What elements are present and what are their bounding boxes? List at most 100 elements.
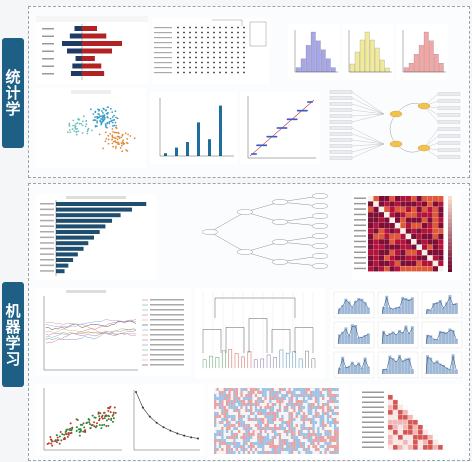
histogram-bar — [344, 298, 348, 314]
heatmap-cell — [257, 442, 260, 445]
histogram-bar — [438, 330, 442, 344]
dot-marker — [225, 46, 227, 49]
heatmap-cell — [233, 442, 236, 445]
histogram-bar — [357, 298, 361, 314]
heatmap-cell — [278, 421, 282, 424]
histogram-bar — [442, 331, 445, 344]
heatmap-cell — [230, 400, 234, 403]
heatmap-cell — [214, 406, 217, 409]
histogram-bar — [338, 308, 341, 314]
heatmap-cell — [411, 233, 417, 239]
heatmap-cell — [314, 403, 318, 406]
row-label — [42, 35, 54, 37]
tree-node — [311, 193, 329, 199]
heatmap-cell — [228, 403, 231, 406]
bracket-line — [212, 19, 243, 26]
heatmap-cell — [314, 427, 318, 430]
heatmap-cell — [271, 424, 274, 427]
heatmap-cell — [400, 239, 406, 245]
heatmap-cell — [405, 196, 411, 202]
diverging-bar-chart — [36, 16, 148, 84]
scatter-point — [122, 139, 125, 142]
heatmap-cell — [242, 394, 246, 397]
heatmap-cell — [411, 260, 417, 266]
heatmap-cell — [312, 415, 315, 418]
heatmap-cell — [405, 217, 411, 223]
edge — [351, 113, 385, 117]
scatter-point — [94, 119, 97, 122]
histogram-bar — [423, 31, 429, 73]
heatmap-cell — [262, 400, 265, 403]
heatmap-cell — [264, 439, 267, 442]
heatmap-cell — [324, 394, 327, 397]
heatmap-cell — [266, 433, 270, 436]
heatmap-cell — [324, 388, 327, 391]
heatmap-cell — [300, 448, 303, 451]
heatmap-cell — [293, 409, 296, 412]
heatmap-cell — [214, 421, 217, 424]
heatmap-cell — [293, 436, 296, 439]
heatmap-cell — [221, 430, 224, 433]
heatmap-cell — [221, 418, 224, 421]
scatter-point — [121, 134, 124, 137]
heatmap-cell — [245, 406, 248, 409]
heatmap-cell — [252, 409, 255, 412]
heatmap-cell — [218, 421, 222, 424]
node-label — [437, 120, 461, 124]
dot-marker — [195, 41, 197, 44]
heatmap-cell — [432, 255, 438, 261]
heatmap-cell — [242, 433, 246, 436]
heatmap-cell — [223, 430, 226, 433]
heatmap-cell — [326, 439, 330, 442]
heatmap-cell — [329, 421, 332, 424]
heatmap-cell — [336, 400, 339, 403]
histogram-bar — [366, 307, 370, 314]
heatmap-cell — [259, 412, 262, 415]
heatmap-cell — [422, 250, 428, 256]
heatmap-cell — [281, 448, 284, 451]
qq-point — [306, 109, 308, 112]
heatmap-cell — [266, 418, 270, 421]
heatmap-cell — [298, 433, 301, 436]
heatmap-cell — [276, 400, 279, 403]
heatmap-cell — [266, 388, 270, 391]
tree-edge — [209, 211, 246, 233]
heatmap-cell — [262, 445, 265, 448]
scatter-point — [105, 137, 108, 140]
heatmap-cell — [305, 451, 308, 454]
dot-marker — [201, 31, 203, 34]
heatmap-cell — [302, 406, 306, 409]
histogram-pink — [396, 24, 448, 80]
heatmap-cell — [329, 406, 332, 409]
heatmap-cell — [314, 388, 318, 391]
heatmap-cell — [221, 427, 224, 430]
heatmap-cell — [264, 442, 267, 445]
heatmap-cell — [288, 406, 291, 409]
histogram-bar — [295, 67, 301, 73]
heatmap-cell — [278, 448, 282, 451]
scatter-point — [69, 131, 72, 134]
heatmap-cell — [305, 433, 308, 436]
dot-marker — [213, 56, 215, 59]
histogram-bar — [454, 338, 458, 344]
heatmap-cell — [281, 442, 284, 445]
heatmap-cell — [405, 239, 411, 245]
heatmap-cell — [257, 436, 260, 439]
heatmap-cell — [240, 427, 243, 430]
heatmap-cell — [214, 448, 217, 451]
heatmap-cell — [411, 201, 417, 207]
heatmap-cell — [295, 394, 298, 397]
heatmap-cell — [295, 412, 298, 415]
heatmap-cell — [319, 397, 322, 400]
heatmap-cell — [269, 394, 272, 397]
heatmap-cell — [278, 424, 282, 427]
heatmap-cell — [276, 433, 279, 436]
dot-marker — [183, 56, 185, 59]
colorbar-segment — [448, 260, 452, 265]
heatmap-cell — [266, 445, 270, 448]
heatmap-cell — [233, 400, 236, 403]
heatmap-cell — [254, 409, 258, 412]
scatter-point — [98, 133, 101, 136]
heatmap-cell — [331, 430, 334, 433]
dot-marker — [195, 71, 197, 74]
